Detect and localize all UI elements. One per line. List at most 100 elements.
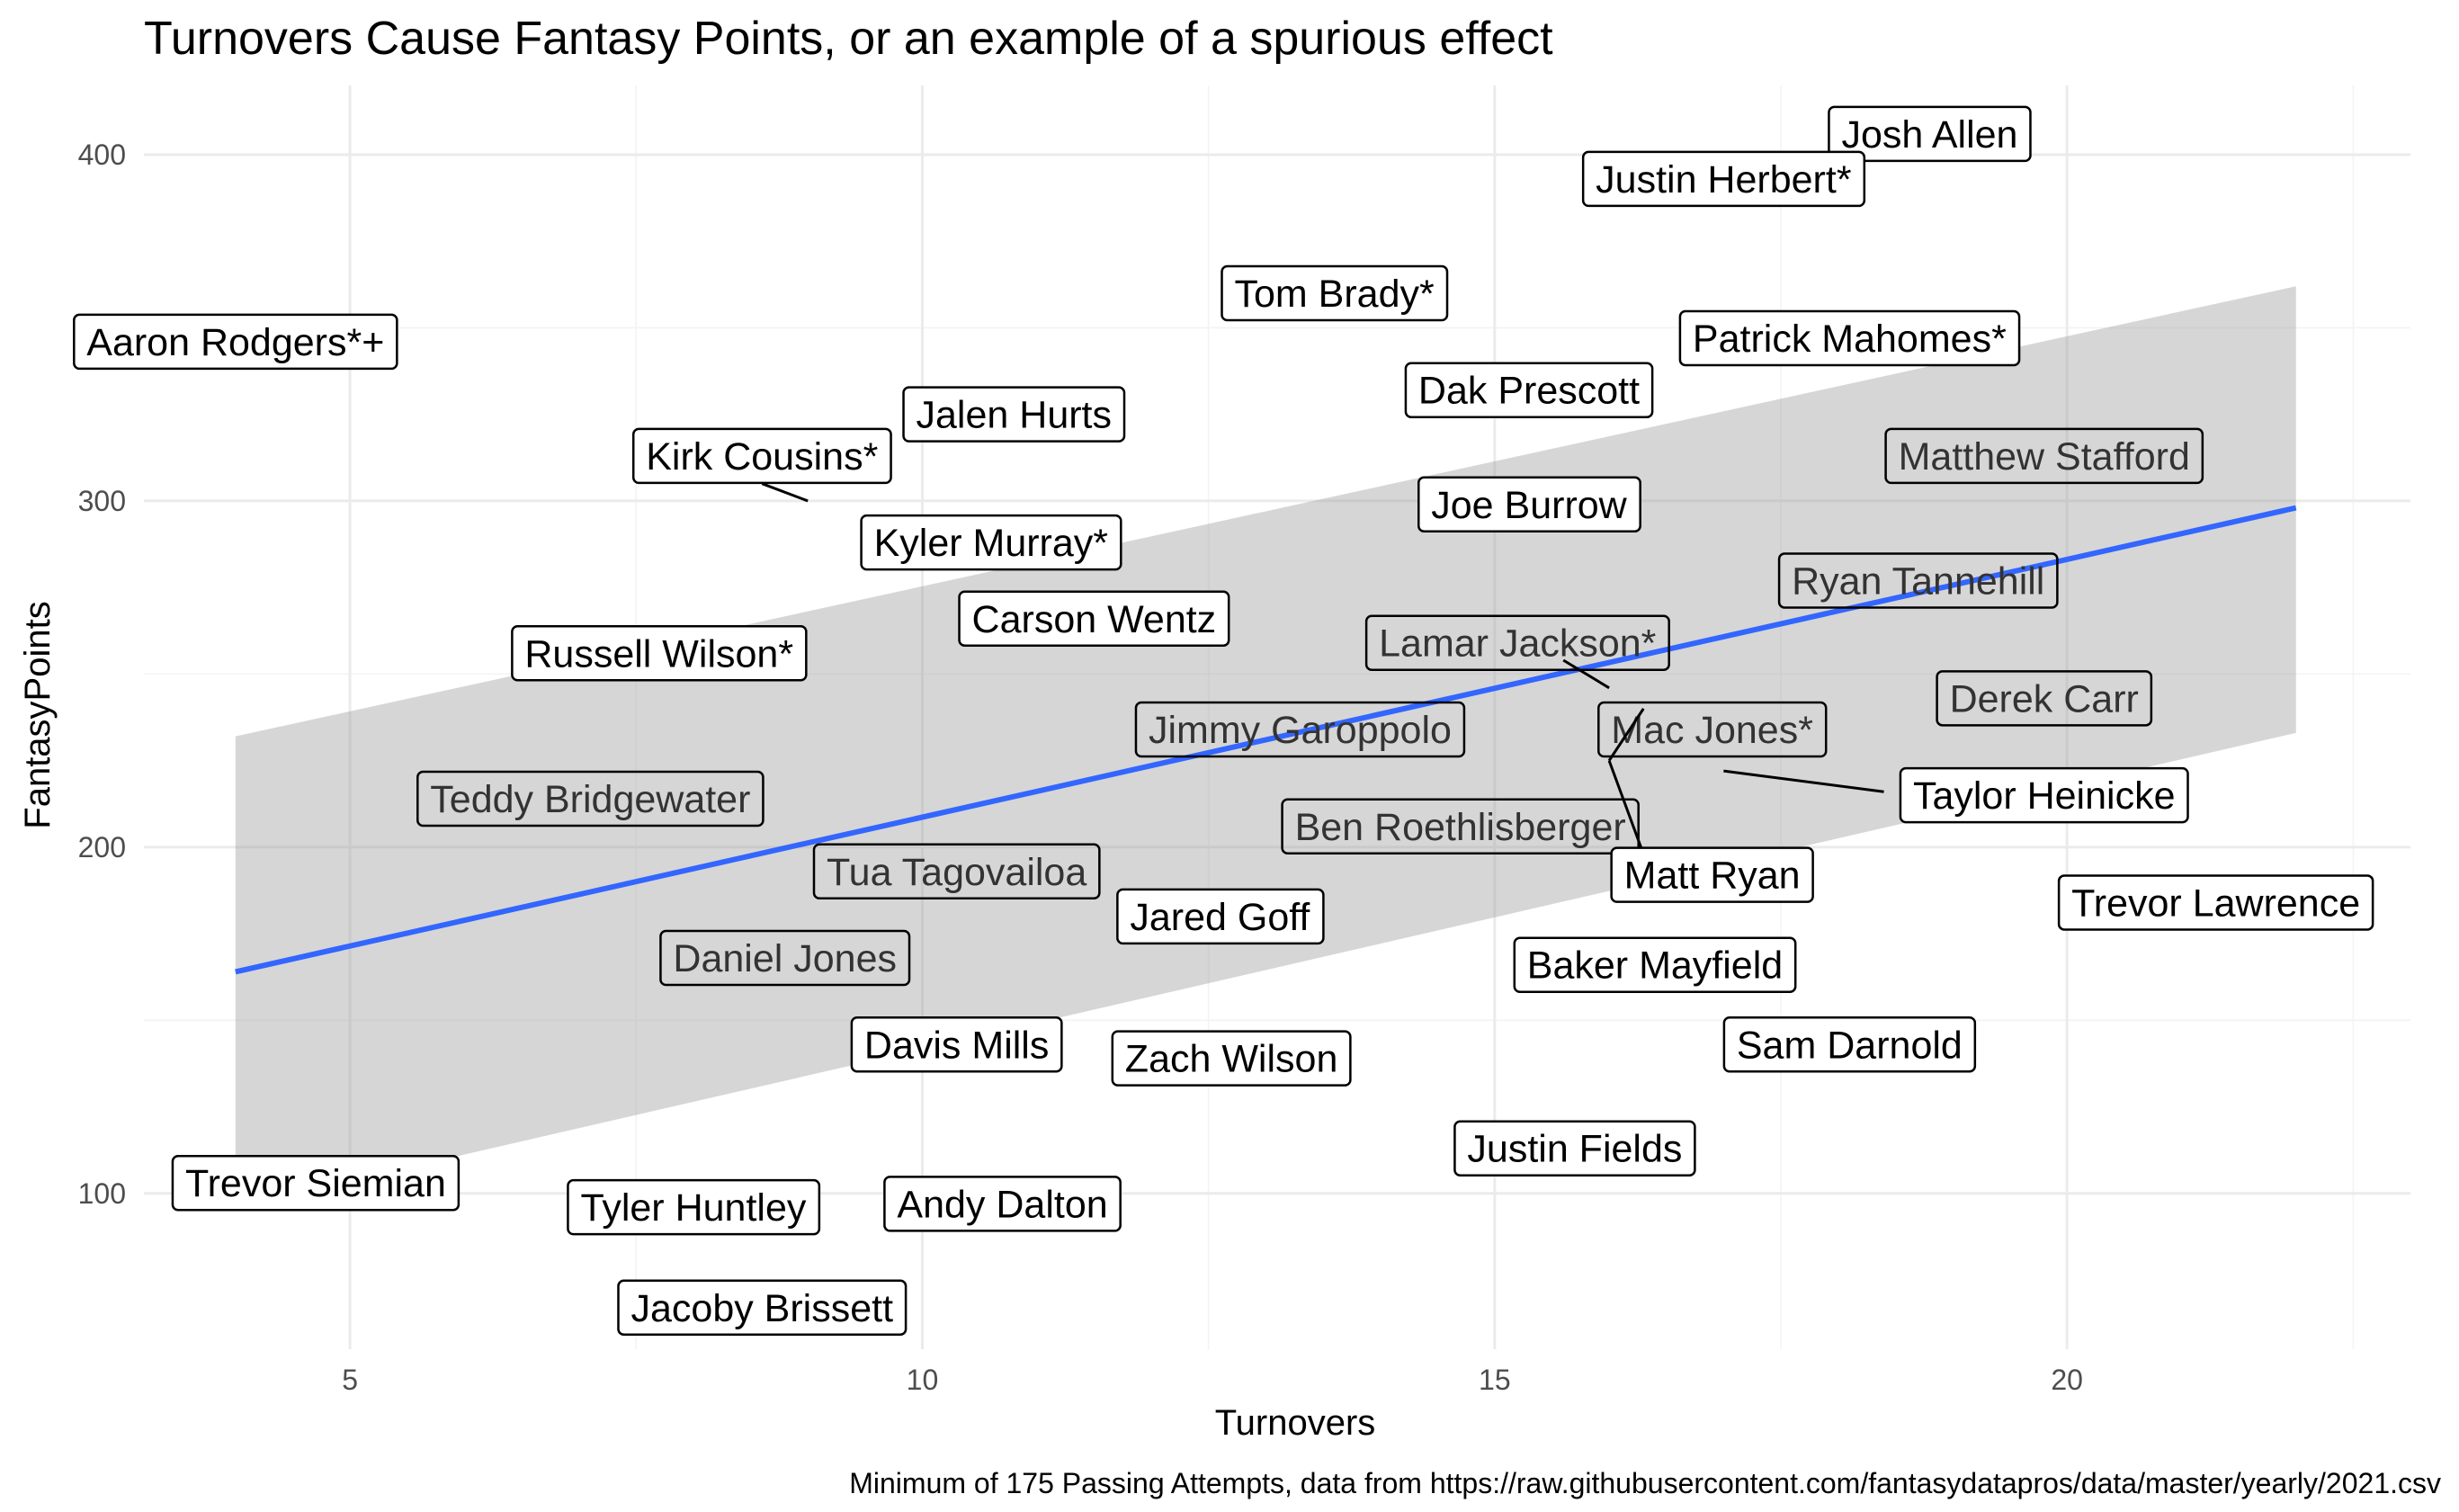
- point-label-box: [73, 313, 398, 371]
- point-label: Daniel Jones: [659, 929, 911, 987]
- point-label-box: [659, 929, 911, 987]
- point-label-box: [883, 1176, 1122, 1232]
- label-connector: [1607, 708, 1645, 762]
- x-tick-label: 5: [342, 1364, 358, 1396]
- x-tick-label: 10: [907, 1364, 939, 1396]
- point-label-box: [812, 843, 1101, 900]
- point-label-text: Jared Goff: [1130, 896, 1310, 939]
- point-label: Derek Carr: [1936, 670, 2153, 727]
- point-label-text: Matt Ryan: [1624, 854, 1801, 898]
- point-label-box: [1777, 552, 2059, 609]
- point-label: Davis Mills: [850, 1016, 1063, 1073]
- point-label-box: [1828, 105, 2032, 163]
- chart-caption: Minimum of 175 Passing Attempts, data fr…: [849, 1467, 2441, 1499]
- point-label-box: [511, 625, 808, 682]
- point-label-text: Jimmy Garoppolo: [1149, 709, 1452, 752]
- point-label-box: [2057, 874, 2374, 931]
- point-label-box: [1116, 888, 1325, 945]
- point-label-box: [1884, 427, 2204, 485]
- point-label: Joe Burrow: [1417, 476, 1641, 533]
- x-tick-label: 20: [2051, 1364, 2083, 1396]
- point-label-text: Russell Wilson*: [524, 632, 793, 675]
- point-label: Patrick Mahomes*: [1678, 309, 2021, 367]
- point-label: Justin Herbert*: [1581, 150, 1866, 208]
- point-label-box: [631, 427, 892, 485]
- y-tick-label: 100: [78, 1177, 126, 1210]
- point-label-box: [850, 1016, 1063, 1073]
- confidence-band: [235, 286, 2296, 1208]
- point-label: Tua Tagovailoa: [812, 843, 1101, 900]
- point-label-box: [1281, 798, 1640, 855]
- point-label-box: [1453, 1120, 1696, 1176]
- point-label-text: Ryan Tannehill: [1792, 559, 2044, 603]
- point-label-text: Dak Prescott: [1418, 370, 1640, 413]
- point-label-text: Daniel Jones: [673, 937, 897, 980]
- point-label-text: Carson Wentz: [972, 598, 1217, 641]
- point-label: Matt Ryan: [1610, 846, 1814, 903]
- point-label-text: Jacoby Brissett: [630, 1287, 893, 1330]
- point-label-text: Matthew Stafford: [1899, 435, 2190, 479]
- point-label-box: [1936, 670, 2153, 727]
- y-tick-label: 400: [78, 139, 126, 171]
- point-label-box: [1597, 701, 1828, 758]
- y-axis-title: FantasyPoints: [18, 601, 58, 828]
- point-label-text: Josh Allen: [1841, 113, 2017, 157]
- point-label-text: Patrick Mahomes*: [1693, 318, 2007, 361]
- point-label-text: Kirk Cousins*: [646, 435, 878, 479]
- point-label: Justin Fields: [1453, 1120, 1696, 1176]
- point-label-text: Aaron Rodgers*+: [86, 321, 384, 364]
- point-label: Jared Goff: [1116, 888, 1325, 945]
- point-label-box: [416, 770, 765, 828]
- point-label-box: [1417, 476, 1641, 533]
- point-label: Kirk Cousins*: [631, 427, 892, 485]
- point-label-box: [1899, 766, 2189, 824]
- point-label-text: Kyler Murray*: [874, 522, 1109, 565]
- point-label-box: [958, 590, 1230, 648]
- point-label-text: Trevor Lawrence: [2071, 881, 2360, 925]
- point-label-box: [1610, 846, 1814, 903]
- label-connector: [1607, 760, 1645, 855]
- point-label: Tyler Huntley: [567, 1178, 821, 1236]
- point-label-box: [567, 1178, 821, 1236]
- point-label: Tom Brady*: [1221, 264, 1449, 322]
- point-label-box: [1364, 614, 1670, 671]
- point-label: Andy Dalton: [883, 1176, 1122, 1232]
- point-label-text: Tom Brady*: [1235, 273, 1435, 316]
- label-connector: [1723, 769, 1884, 793]
- point-label: Lamar Jackson*: [1364, 614, 1670, 671]
- y-axis-ticks: 100 200 300 400: [78, 139, 126, 1210]
- point-label-box: [1111, 1030, 1352, 1087]
- point-label: Ryan Tannehill: [1777, 552, 2059, 609]
- point-label: Sam Darnold: [1722, 1016, 1977, 1073]
- label-connector: [761, 482, 809, 503]
- point-label: Aaron Rodgers*+: [73, 313, 398, 371]
- x-axis-title: Turnovers: [1215, 1403, 1376, 1443]
- point-label: Dak Prescott: [1404, 362, 1654, 418]
- y-tick-label: 300: [78, 485, 126, 517]
- point-label-text: Tyler Huntley: [580, 1186, 806, 1230]
- point-label-text: Justin Fields: [1467, 1128, 1682, 1171]
- point-label: Zach Wilson: [1111, 1030, 1352, 1087]
- x-tick-label: 15: [1479, 1364, 1511, 1396]
- x-axis-ticks: 5 10 15 20: [342, 1364, 2083, 1396]
- point-label: Trevor Siemian: [171, 1154, 461, 1212]
- point-label-text: Sam Darnold: [1737, 1024, 1963, 1067]
- point-label-text: Ben Roethlisberger: [1295, 806, 1626, 849]
- label-connectors: [761, 482, 1884, 855]
- point-label-box: [1722, 1016, 1977, 1073]
- y-tick-label: 200: [78, 831, 126, 863]
- point-label-text: Teddy Bridgewater: [430, 778, 750, 821]
- point-label-box: [1678, 309, 2021, 367]
- point-label-box: [1134, 701, 1466, 758]
- point-label-text: Joe Burrow: [1431, 484, 1627, 527]
- point-label-text: Taylor Heinicke: [1913, 774, 2176, 818]
- point-label: Josh Allen: [1828, 105, 2032, 163]
- point-label: Teddy Bridgewater: [416, 770, 765, 828]
- point-label: Taylor Heinicke: [1899, 766, 2189, 824]
- point-label-text: Trevor Siemian: [185, 1162, 446, 1205]
- point-label-box: [902, 386, 1126, 443]
- point-label-text: Mac Jones*: [1611, 709, 1813, 752]
- chart-title: Turnovers Cause Fantasy Points, or an ex…: [144, 13, 1553, 65]
